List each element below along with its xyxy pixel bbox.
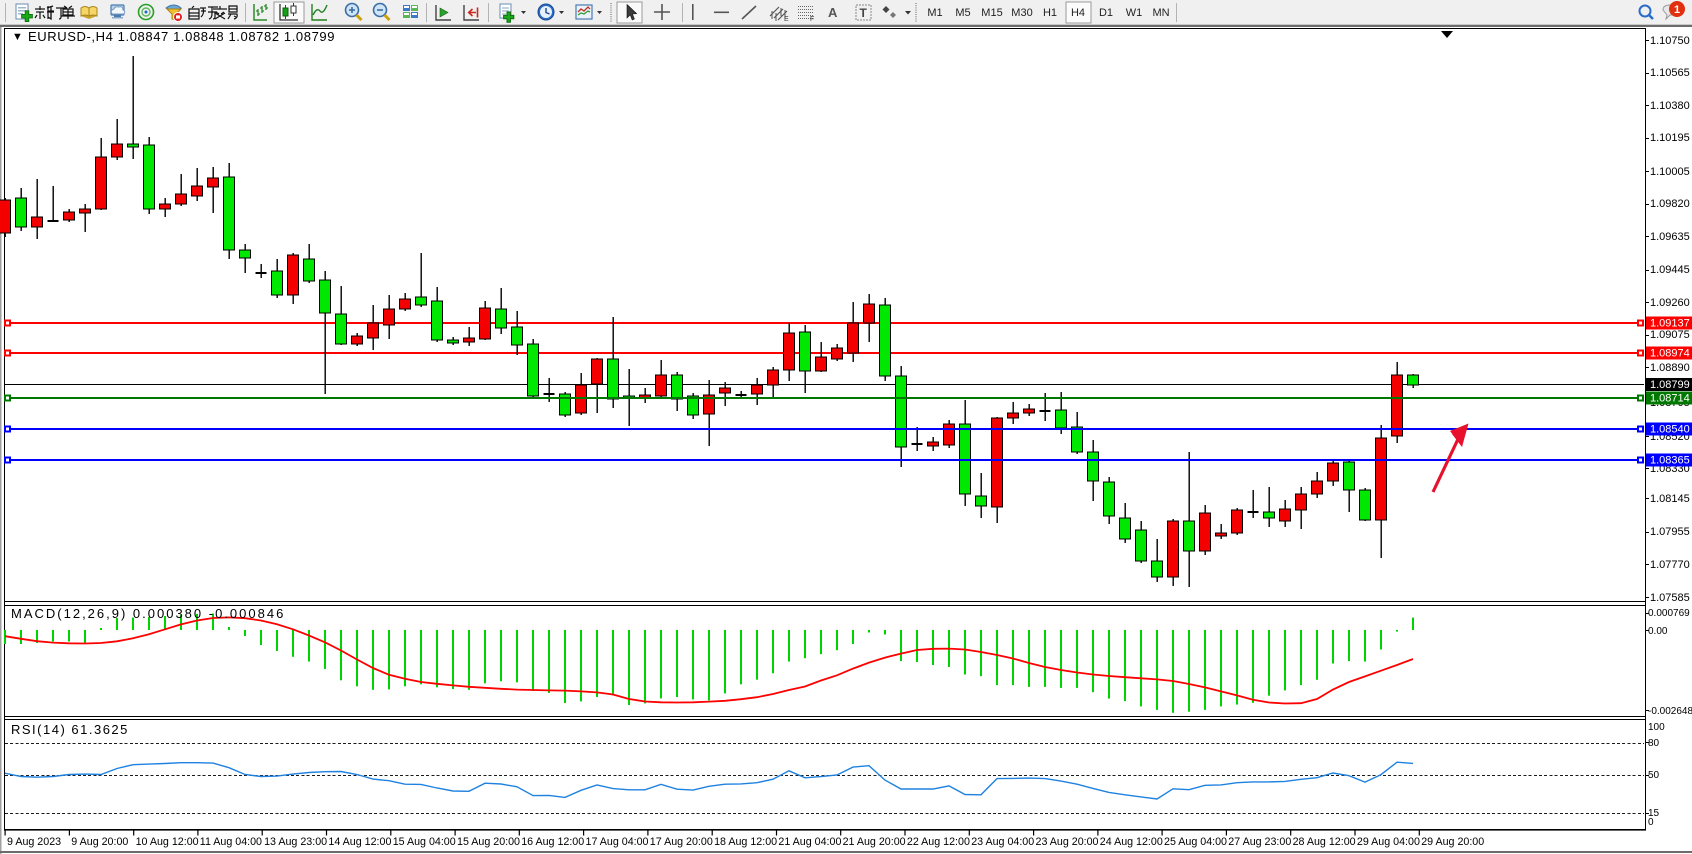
svg-text:MACD(12,26,9) 0.000380 -0.0008: MACD(12,26,9) 0.000380 -0.000846 xyxy=(11,606,285,621)
svg-text:1.09635: 1.09635 xyxy=(1650,231,1690,243)
svg-text:T: T xyxy=(860,6,868,20)
svg-text:1.09260: 1.09260 xyxy=(1650,297,1690,309)
svg-text:50: 50 xyxy=(1648,770,1660,781)
svg-text:W1: W1 xyxy=(1126,7,1143,19)
svg-text:29 Aug 04:00: 29 Aug 04:00 xyxy=(1357,836,1420,848)
svg-text:1.10380: 1.10380 xyxy=(1650,100,1690,112)
svg-text:A: A xyxy=(828,5,838,20)
svg-text:1.09075: 1.09075 xyxy=(1650,329,1690,341)
svg-text:M30: M30 xyxy=(1011,7,1032,19)
svg-text:1.08799: 1.08799 xyxy=(1650,379,1690,391)
svg-text:1: 1 xyxy=(1674,4,1680,16)
svg-text:100: 100 xyxy=(1648,722,1665,733)
svg-text:1.09820: 1.09820 xyxy=(1650,198,1690,210)
svg-text:F: F xyxy=(810,16,814,23)
svg-text:D1: D1 xyxy=(1099,7,1113,19)
svg-text:1.10195: 1.10195 xyxy=(1650,132,1690,144)
svg-text:21 Aug 04:00: 21 Aug 04:00 xyxy=(778,836,841,848)
svg-text:21 Aug 20:00: 21 Aug 20:00 xyxy=(843,836,906,848)
svg-text:M1: M1 xyxy=(927,7,942,19)
svg-text:18 Aug 12:00: 18 Aug 12:00 xyxy=(714,836,777,848)
svg-text:M5: M5 xyxy=(955,7,970,19)
svg-text:11 Aug 04:00: 11 Aug 04:00 xyxy=(200,836,262,848)
svg-text:9 Aug 20:00: 9 Aug 20:00 xyxy=(71,836,128,848)
svg-text:E: E xyxy=(784,16,789,23)
svg-text:14 Aug 12:00: 14 Aug 12:00 xyxy=(328,836,391,848)
svg-text:1.08365: 1.08365 xyxy=(1650,455,1690,467)
svg-text:15: 15 xyxy=(1648,808,1660,819)
svg-text:1.09137: 1.09137 xyxy=(1650,318,1690,330)
svg-text:1.08974: 1.08974 xyxy=(1650,348,1690,360)
svg-text:27 Aug 23:00: 27 Aug 23:00 xyxy=(1228,836,1291,848)
svg-text:22 Aug 12:00: 22 Aug 12:00 xyxy=(907,836,970,848)
svg-text:M15: M15 xyxy=(981,7,1002,19)
svg-text:9 Aug 2023: 9 Aug 2023 xyxy=(7,836,61,848)
svg-text:1.10750: 1.10750 xyxy=(1650,35,1690,47)
svg-text:-0.002648: -0.002648 xyxy=(1648,706,1692,717)
svg-text:15 Aug 20:00: 15 Aug 20:00 xyxy=(457,836,520,848)
svg-text:25 Aug 04:00: 25 Aug 04:00 xyxy=(1164,836,1227,848)
svg-text:13 Aug 23:00: 13 Aug 23:00 xyxy=(264,836,327,848)
svg-text:15 Aug 04:00: 15 Aug 04:00 xyxy=(393,836,456,848)
svg-text:23 Aug 04:00: 23 Aug 04:00 xyxy=(971,836,1034,848)
svg-text:0: 0 xyxy=(1648,817,1654,828)
svg-text:1.09445: 1.09445 xyxy=(1650,264,1690,276)
svg-text:1.10005: 1.10005 xyxy=(1650,166,1690,178)
svg-text:17 Aug 20:00: 17 Aug 20:00 xyxy=(650,836,713,848)
svg-text:28 Aug 12:00: 28 Aug 12:00 xyxy=(1293,836,1356,848)
svg-text:H1: H1 xyxy=(1043,7,1057,19)
svg-text:RSI(14) 61.3625: RSI(14) 61.3625 xyxy=(11,722,129,737)
svg-text:1.07585: 1.07585 xyxy=(1650,592,1690,604)
svg-text:MN: MN xyxy=(1152,7,1169,19)
svg-text:80: 80 xyxy=(1648,738,1660,749)
svg-text:1.08890: 1.08890 xyxy=(1650,362,1690,374)
svg-text:23 Aug 20:00: 23 Aug 20:00 xyxy=(1036,836,1099,848)
svg-text:10 Aug 12:00: 10 Aug 12:00 xyxy=(136,836,199,848)
svg-text:EURUSD-,H4 1.08847 1.08848 1.: EURUSD-,H4 1.08847 1.08848 1.08782 1.087… xyxy=(28,29,335,44)
svg-text:1.07770: 1.07770 xyxy=(1650,559,1690,571)
svg-text:0.00: 0.00 xyxy=(1648,626,1668,637)
svg-text:1.10565: 1.10565 xyxy=(1650,67,1690,79)
svg-text:29 Aug 20:00: 29 Aug 20:00 xyxy=(1421,836,1484,848)
svg-text:1.08714: 1.08714 xyxy=(1650,393,1690,405)
svg-text:H4: H4 xyxy=(1071,7,1085,19)
svg-text:1.07955: 1.07955 xyxy=(1650,526,1690,538)
svg-text:24 Aug 12:00: 24 Aug 12:00 xyxy=(1100,836,1163,848)
svg-text:16 Aug 12:00: 16 Aug 12:00 xyxy=(521,836,584,848)
svg-text:1.08145: 1.08145 xyxy=(1650,493,1690,505)
svg-text:17 Aug 04:00: 17 Aug 04:00 xyxy=(586,836,649,848)
svg-text:▼: ▼ xyxy=(12,31,23,43)
svg-text:0.000769: 0.000769 xyxy=(1648,608,1690,619)
svg-text:1.08540: 1.08540 xyxy=(1650,424,1690,436)
